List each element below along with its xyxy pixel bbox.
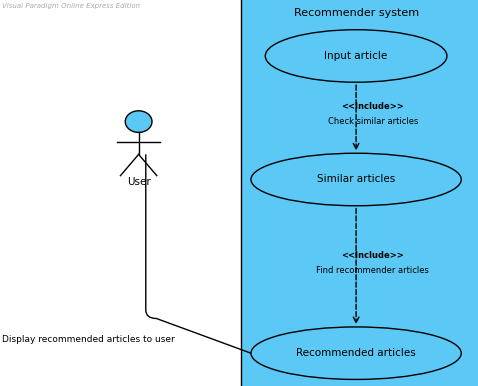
Text: Input article: Input article bbox=[325, 51, 388, 61]
Ellipse shape bbox=[251, 327, 461, 379]
Text: <<Include>>: <<Include>> bbox=[341, 251, 404, 260]
Text: Check similar articles: Check similar articles bbox=[327, 117, 418, 126]
Circle shape bbox=[125, 111, 152, 132]
Text: Recommended articles: Recommended articles bbox=[296, 348, 416, 358]
Ellipse shape bbox=[251, 153, 461, 206]
Text: Display recommended articles to user: Display recommended articles to user bbox=[2, 335, 175, 344]
Text: Similar articles: Similar articles bbox=[317, 174, 395, 185]
Ellipse shape bbox=[265, 30, 447, 82]
Text: <<Include>>: <<Include>> bbox=[341, 102, 404, 112]
Text: Find recommender articles: Find recommender articles bbox=[316, 266, 429, 275]
Text: Visual Paradigm Online Express Edition: Visual Paradigm Online Express Edition bbox=[2, 3, 141, 9]
Text: Recommender system: Recommender system bbox=[293, 8, 419, 18]
Bar bbox=[241, 0, 478, 386]
Text: User: User bbox=[127, 177, 151, 187]
